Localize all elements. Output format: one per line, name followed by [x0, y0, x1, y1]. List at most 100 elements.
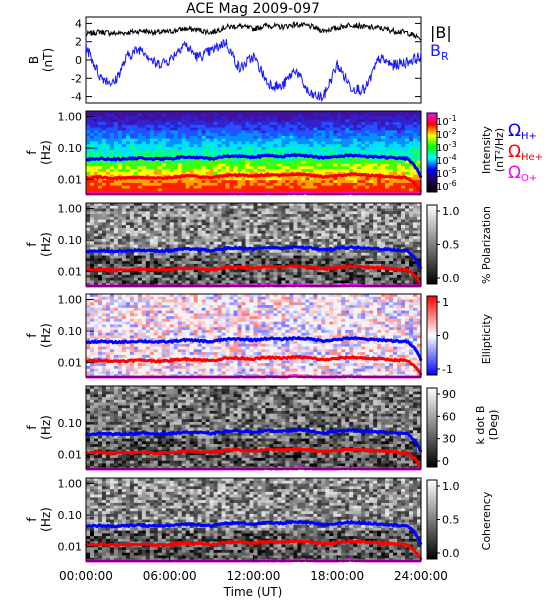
spectrogram-cell	[229, 225, 234, 229]
spectrogram-cell	[109, 277, 115, 281]
spectrogram-cell	[113, 130, 119, 134]
spectrogram-cell	[269, 182, 274, 186]
spectrogram-cell	[161, 272, 167, 276]
spectrogram-cell	[349, 144, 354, 148]
line-panel-series	[85, 21, 422, 103]
spectrogram-cell	[177, 227, 183, 231]
spectrogram-cell	[253, 146, 258, 151]
spectrogram-cell	[125, 166, 131, 170]
spectrogram-cell	[373, 144, 378, 148]
spectrogram-cell	[289, 180, 294, 184]
spectrogram-cell	[349, 141, 354, 145]
spectrogram-cell	[229, 127, 234, 131]
spectrogram-cell	[317, 182, 322, 186]
spectrogram-cell	[313, 160, 318, 164]
spectrogram-cell	[393, 252, 398, 256]
spectrogram-cell	[225, 149, 230, 153]
spectrogram-cell	[361, 185, 366, 189]
spectrogram-cell	[265, 205, 270, 209]
spectrogram-cell	[277, 216, 282, 220]
spectrogram-cell	[89, 244, 95, 248]
spectrogram-cell	[181, 133, 186, 137]
spectrogram-cell	[141, 274, 147, 278]
spectrogram-cell	[189, 113, 194, 117]
spectrogram-cell	[265, 236, 270, 240]
spectrogram-cell	[185, 250, 190, 254]
spectrogram-cell	[209, 274, 214, 278]
spectrogram-cell	[233, 211, 238, 215]
spectrogram-cell	[301, 208, 306, 212]
spectrogram-cell	[217, 258, 222, 262]
spectrogram-cell	[125, 230, 131, 234]
spectrogram-cell	[285, 238, 290, 243]
spectrogram-cell	[105, 133, 111, 137]
spectrogram-cell	[373, 166, 378, 170]
spectrogram-cell	[181, 280, 186, 284]
spectrogram-cell	[309, 177, 314, 181]
spectrogram-cell	[349, 124, 354, 128]
spectrogram-cell	[321, 182, 326, 186]
spectrogram-cell	[285, 149, 290, 153]
spectrogram-cell	[229, 244, 234, 248]
spectrogram-cell	[173, 149, 179, 153]
spectrogram-cell	[373, 180, 378, 184]
spectrogram-cell	[337, 252, 342, 256]
spectrogram-cell	[297, 233, 302, 237]
spectrogram-cell	[129, 111, 135, 115]
spectrogram-cell	[241, 152, 246, 156]
spectrogram-cell	[149, 182, 155, 186]
spectrogram-cell	[325, 185, 330, 189]
spectrogram-cell	[217, 222, 222, 226]
spectrogram-cell	[153, 272, 159, 276]
spectrogram-cell	[125, 238, 131, 243]
spectrogram-cell	[293, 166, 298, 170]
spectrogram-cell	[337, 219, 342, 223]
spectrogram-cell	[357, 141, 362, 145]
spectrogram-cell	[413, 146, 418, 151]
spectrogram-cell	[105, 230, 111, 234]
spectrogram-cell	[125, 149, 131, 153]
spectrogram-cell	[225, 127, 230, 131]
spectrogram-cell	[409, 149, 414, 153]
spectrogram-cell	[349, 227, 354, 231]
spectrogram-cell	[393, 277, 398, 281]
spectrogram-cell	[125, 280, 131, 284]
spectrogram-cell	[401, 141, 406, 145]
spectrogram-cell	[257, 177, 262, 181]
spectrogram-cell	[173, 111, 179, 115]
spectrogram-cell	[269, 169, 274, 173]
spectrogram-cell	[281, 205, 286, 209]
spectrogram-cell	[117, 233, 123, 237]
spectrogram-cell	[141, 113, 147, 117]
spectrogram-cell	[277, 227, 282, 231]
spectrogram-cell	[257, 244, 262, 248]
spectrogram-cell	[381, 188, 386, 192]
spectrogram-cell	[177, 182, 183, 186]
spectrogram-cell	[145, 208, 151, 212]
spectrogram-cell	[293, 160, 298, 164]
spectrogram-cell	[201, 241, 206, 245]
spectrogram-cell	[229, 113, 234, 117]
spectrogram-cell	[209, 166, 214, 170]
spectrogram-cell	[237, 274, 242, 278]
spectrogram-cell	[129, 119, 135, 123]
spectrogram-cell	[313, 225, 318, 229]
spectrogram-cell	[345, 166, 350, 170]
spectrogram-cell	[141, 111, 147, 115]
spectrogram-cell	[185, 216, 190, 220]
spectrogram-cell	[329, 277, 334, 281]
spectrogram-cell	[337, 185, 342, 189]
spectrogram-cell	[269, 130, 274, 134]
spectrogram-cell	[153, 116, 159, 120]
spectrogram-cell	[213, 280, 218, 284]
spectrogram-cell	[285, 203, 290, 207]
spectrogram-cell	[281, 230, 286, 234]
spectrogram-cell	[189, 119, 194, 123]
spectrogram-cell	[353, 266, 358, 270]
spectrogram-cell	[381, 166, 386, 170]
spectrogram-cell	[381, 263, 386, 267]
spectrogram-cell	[373, 133, 378, 137]
spectrogram-cell	[373, 169, 378, 173]
spectrogram-cell	[217, 138, 222, 142]
spectrogram-cell	[229, 171, 234, 175]
